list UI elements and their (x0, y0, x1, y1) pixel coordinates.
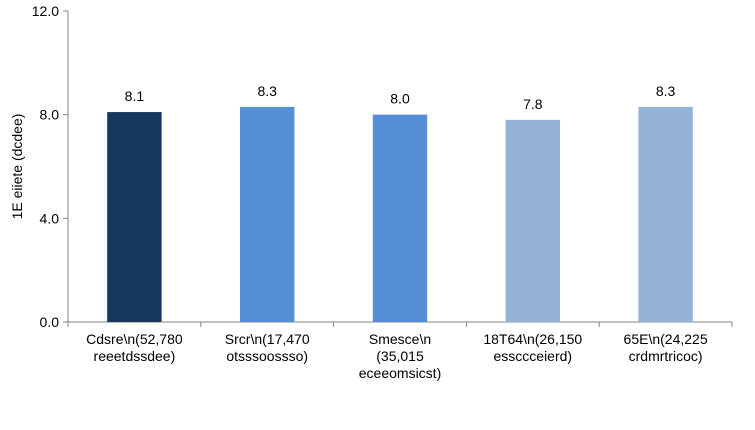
data-label: 8.0 (390, 91, 410, 107)
x-axis-ticks (67, 322, 733, 327)
x-tick-label: Cdsre\n(52,780 reeetdssdee) (86, 331, 183, 364)
x-tick-label-line: otsssoossso) (226, 348, 308, 364)
data-label: 8.3 (656, 83, 676, 99)
x-tick-label: Smesce\n (35,015 eceeomsicst) (359, 331, 441, 381)
x-tick-label-line: Srcr\n(17,470 (225, 331, 310, 347)
x-tick-label-line: Cdsre\n(52,780 (86, 331, 183, 347)
y-axis-ticks: 0.0 4.0 8.0 12.0 (32, 3, 68, 330)
x-tick-label-line: reeetdssdee) (94, 348, 176, 364)
x-axis-tick-labels: Cdsre\n(52,780 reeetdssdee) Srcr\n(17,470 o… (86, 331, 708, 381)
x-tick-label-line: 65E\n(24,225 (624, 331, 708, 347)
data-label: 7.8 (523, 96, 543, 112)
x-tick-label-line: crdmrtricoc) (629, 348, 703, 364)
x-tick-label-line: 18T64\n(26,150 (483, 331, 582, 347)
y-tick-label: 8.0 (40, 107, 60, 123)
bar (372, 114, 428, 323)
x-tick-label-line: essccceierd) (494, 348, 573, 364)
y-tick-label: 4.0 (40, 210, 60, 226)
x-tick-label: 65E\n(24,225 crdmrtricoc) (624, 331, 708, 364)
x-tick-label-line: Smesce\n (369, 331, 431, 347)
data-labels: 8.1 8.3 8.0 7.8 8.3 (125, 83, 676, 112)
data-label: 8.1 (125, 88, 145, 104)
x-tick-label: Srcr\n(17,470 otsssoossso) (225, 331, 310, 364)
y-tick-label: 12.0 (32, 3, 59, 19)
bar (638, 106, 693, 323)
bar (505, 119, 561, 322)
bar (239, 106, 295, 323)
y-axis-title: 1E eiiete (dcdee) (9, 114, 25, 220)
bars (107, 106, 693, 323)
data-label: 8.3 (257, 83, 277, 99)
y-tick-label: 0.0 (40, 314, 60, 330)
bar (107, 112, 162, 322)
x-tick-label: 18T64\n(26,150 essccceierd) (483, 331, 582, 364)
x-tick-label-line: eceeomsicst) (359, 365, 441, 381)
x-tick-label-line: (35,015 (376, 348, 424, 364)
